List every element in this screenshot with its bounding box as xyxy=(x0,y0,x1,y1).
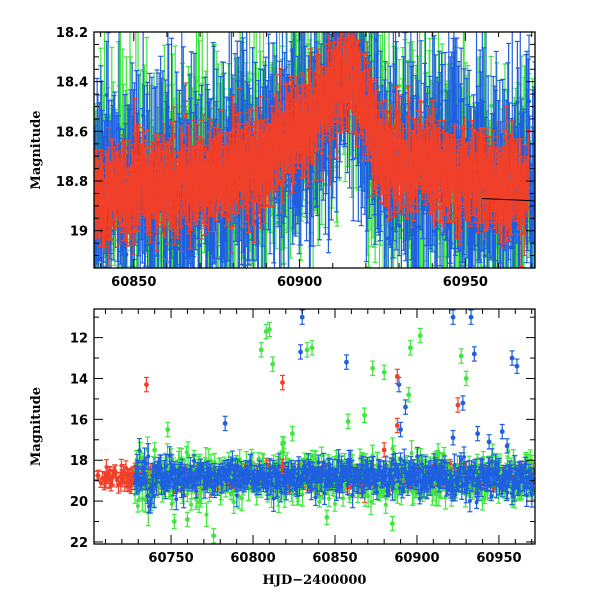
data-point xyxy=(124,252,129,257)
data-points xyxy=(94,13,535,309)
data-point xyxy=(489,103,494,108)
green-point xyxy=(382,22,388,71)
data-point xyxy=(170,290,174,294)
data-point xyxy=(306,42,311,47)
data-point xyxy=(178,275,182,279)
blue-point xyxy=(340,32,346,37)
data-point xyxy=(518,280,522,284)
data-point xyxy=(358,16,362,20)
data-point xyxy=(340,19,344,23)
data-point xyxy=(323,157,328,162)
data-point xyxy=(283,296,287,300)
data-point xyxy=(117,126,122,131)
top-panel: 60850 60900 6095018.218.418.618.819Magnitu… xyxy=(29,13,536,309)
data-point xyxy=(354,13,358,17)
data-point xyxy=(197,243,202,248)
data-point xyxy=(350,28,354,32)
data-point xyxy=(352,23,356,27)
data-point xyxy=(247,77,252,82)
data-point xyxy=(361,26,365,30)
data-point xyxy=(175,246,180,251)
data-point xyxy=(173,277,177,281)
data-point xyxy=(165,105,170,110)
data-point xyxy=(305,186,310,191)
data-point xyxy=(450,305,454,309)
data-point xyxy=(263,279,267,283)
data-point xyxy=(349,26,353,30)
data-point xyxy=(353,26,357,30)
data-point xyxy=(383,22,387,26)
data-point xyxy=(118,269,122,273)
data-point xyxy=(359,18,363,22)
data-point xyxy=(209,274,213,278)
data-point xyxy=(155,241,160,246)
